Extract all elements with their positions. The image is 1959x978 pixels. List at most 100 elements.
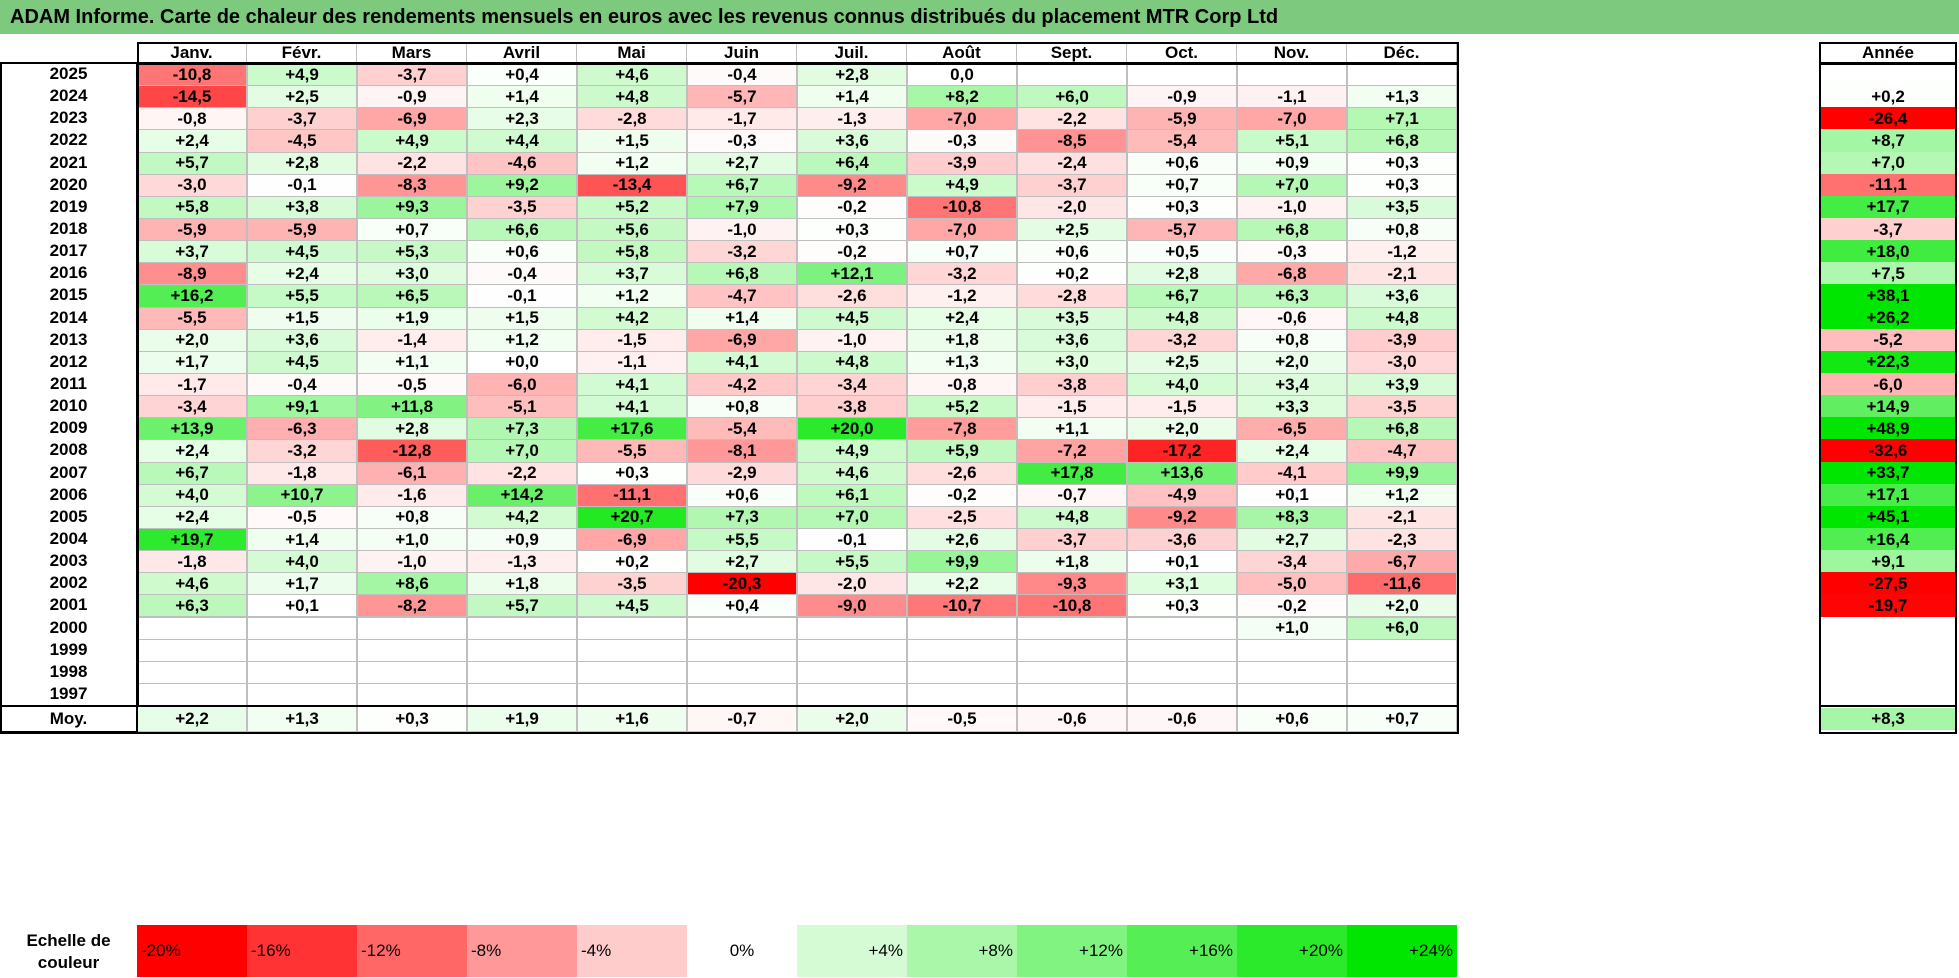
heatmap-cell: -5,4: [1127, 129, 1237, 153]
heatmap-cell: -3,9: [1347, 328, 1457, 352]
heatmap-cell: -4,9: [1127, 483, 1237, 507]
annual-cell: -19,7: [1819, 594, 1957, 618]
heatmap-cell: +6,7: [687, 173, 797, 197]
heatmap-cell: -1,5: [1127, 395, 1237, 419]
heatmap-cell: -1,5: [1017, 395, 1127, 419]
month-header: Sept.: [1017, 43, 1127, 63]
annual-cell: +9,1: [1819, 550, 1957, 574]
heatmap-cell: +2,5: [247, 85, 357, 109]
heatmap-cell: [137, 682, 247, 707]
heatmap-cell: +6,3: [1237, 284, 1347, 308]
heatmap-cell: -6,9: [577, 527, 687, 552]
heatmap-cell: +7,3: [467, 417, 577, 441]
year-label: 2008: [49, 440, 88, 460]
heatmap-cell: -0,4: [247, 372, 357, 397]
heatmap-cell: +6,0: [1017, 85, 1127, 109]
annual-cell: +16,4: [1819, 527, 1957, 552]
heatmap-cell: +4,9: [907, 173, 1017, 197]
heatmap-cell: +0,6: [687, 483, 797, 507]
heatmap-cell: -2,2: [357, 151, 467, 175]
heatmap-cell: +4,6: [137, 572, 247, 596]
heatmap-cell: +1,4: [247, 527, 357, 552]
heatmap-cell: -5,7: [687, 85, 797, 109]
heatmap-cell: +10,7: [247, 483, 357, 507]
heatmap-cell: +1,0: [357, 527, 467, 552]
heatmap-cell: +2,4: [137, 129, 247, 153]
heatmap-cell: +1,2: [467, 328, 577, 352]
annual-cell: +22,3: [1819, 350, 1957, 374]
heatmap-cell: -1,3: [467, 550, 577, 574]
heatmap-cell: -3,7: [247, 107, 357, 131]
heatmap-cell: +3,5: [1017, 306, 1127, 330]
heatmap-cell: +6,8: [687, 262, 797, 286]
heatmap-cell: +5,2: [907, 395, 1017, 419]
heatmap-cell: +7,0: [467, 439, 577, 463]
heatmap-cell: [1017, 616, 1127, 640]
heatmap-cell: +4,5: [247, 350, 357, 374]
heatmap-cell: -2,6: [797, 284, 907, 308]
heatmap-cell: [467, 660, 577, 684]
heatmap-cell: +8,6: [357, 572, 467, 596]
heatmap-cell: +3,3: [1237, 395, 1347, 419]
heatmap-cell: +3,4: [1237, 372, 1347, 397]
heatmap-cell: -6,9: [687, 328, 797, 352]
month-header: Nov.: [1237, 43, 1347, 63]
heatmap-cell: +1,7: [247, 572, 357, 596]
heatmap-cell: -6,0: [467, 372, 577, 397]
heatmap-cell: +4,2: [467, 505, 577, 529]
heatmap-cell: -6,3: [247, 417, 357, 441]
heatmap-cell: [1347, 660, 1457, 684]
heatmap-cell: -1,8: [247, 461, 357, 485]
heatmap-cell: -3,8: [1017, 372, 1127, 397]
annual-cell: +7,5: [1819, 262, 1957, 286]
heatmap-cell: -10,7: [907, 594, 1017, 618]
annual-cell: +48,9: [1819, 417, 1957, 441]
heatmap-cell: -1,0: [1237, 195, 1347, 219]
heatmap-cell: +4,5: [797, 306, 907, 330]
heatmap-cell: +19,7: [137, 527, 247, 552]
year-label: 2006: [49, 484, 88, 504]
heatmap-cell: [467, 682, 577, 707]
heatmap-cell: +0,3: [1347, 151, 1457, 175]
year-label: 1999: [49, 639, 88, 659]
heatmap-cell: +2,7: [687, 151, 797, 175]
annual-cell: +45,1: [1819, 505, 1957, 529]
heatmap-cell: +0,9: [467, 527, 577, 552]
heatmap-cell: [247, 660, 357, 684]
heatmap-cell: [577, 660, 687, 684]
heatmap-cell: -0,6: [1237, 306, 1347, 330]
heatmap-cell: [1347, 63, 1457, 87]
heatmap-cell: [137, 616, 247, 640]
heatmap-cell: -3,4: [137, 395, 247, 419]
heatmap-cell: -1,7: [137, 372, 247, 397]
heatmap-cell: [1237, 682, 1347, 707]
heatmap-cell: [467, 638, 577, 662]
heatmap-cell: -2,6: [907, 461, 1017, 485]
heatmap-cell: +4,8: [1127, 306, 1237, 330]
heatmap-cell: -1,5: [577, 328, 687, 352]
heatmap-cell: +3,0: [1017, 350, 1127, 374]
heatmap-cell: -3,5: [577, 572, 687, 596]
heatmap-cell: [1127, 638, 1237, 662]
heatmap-cell: +2,5: [1017, 217, 1127, 242]
heatmap-cell: +11,8: [357, 395, 467, 419]
scale-swatch: +16%: [1127, 925, 1237, 977]
heatmap-cell: -7,0: [907, 107, 1017, 131]
annual-average-cell: +8,3: [1821, 708, 1955, 730]
heatmap-cell: +14,2: [467, 483, 577, 507]
heatmap-cell: -2,4: [1017, 151, 1127, 175]
heatmap-cell: -3,2: [247, 439, 357, 463]
month-header: Mai: [577, 43, 687, 63]
scale-swatch: -16%: [247, 925, 357, 977]
heatmap-cell: -1,1: [1237, 85, 1347, 109]
heatmap-cell: +3,6: [1347, 284, 1457, 308]
heatmap-cell: +2,8: [357, 417, 467, 441]
heatmap-cell: -1,8: [137, 550, 247, 574]
heatmap-cell: +8,2: [907, 85, 1017, 109]
heatmap-cell: +4,8: [797, 350, 907, 374]
heatmap-cell: +2,4: [907, 306, 1017, 330]
heatmap-cell: +1,5: [467, 306, 577, 330]
heatmap-cell: -3,0: [1347, 350, 1457, 374]
heatmap-cell: +6,7: [137, 461, 247, 485]
heatmap-cell: -4,2: [687, 372, 797, 397]
